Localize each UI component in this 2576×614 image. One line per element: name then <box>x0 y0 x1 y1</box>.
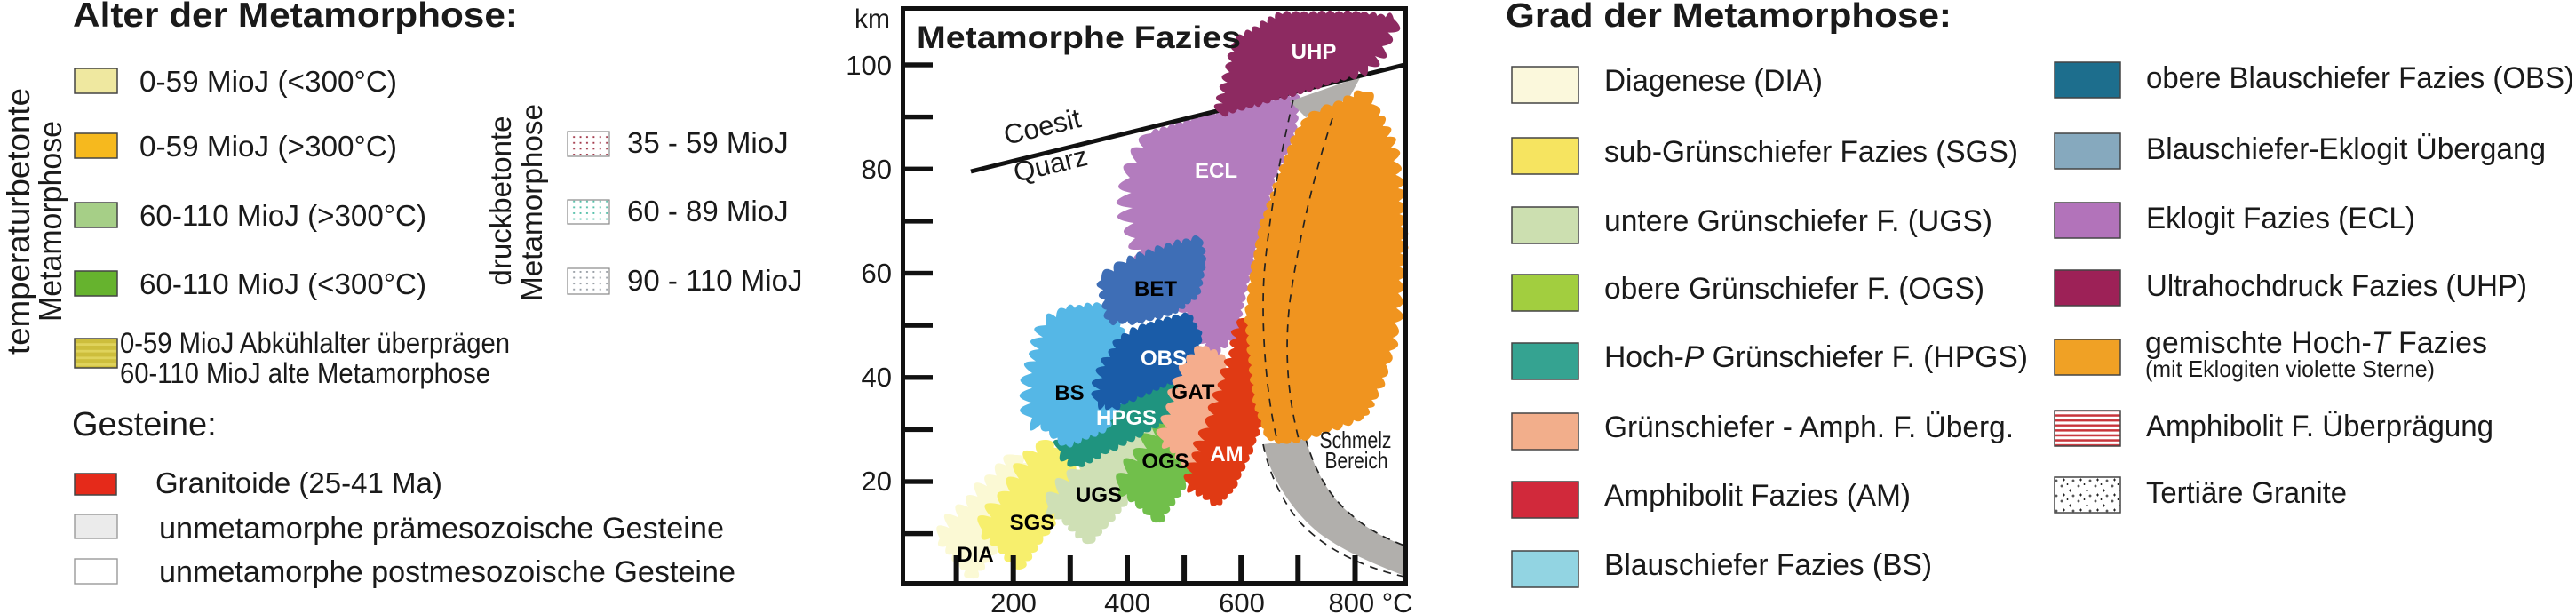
svg-text:sub-Grünschiefer Fazies (SGS): sub-Grünschiefer Fazies (SGS) <box>1604 135 2018 169</box>
svg-text:0-59 MioJ (>300°C): 0-59 MioJ (>300°C) <box>139 130 397 163</box>
svg-text:unmetamorphe prämesozoische Ge: unmetamorphe prämesozoische Gesteine <box>159 512 724 546</box>
svg-text:BET: BET <box>1134 277 1177 301</box>
svg-text:ECL: ECL <box>1195 159 1237 183</box>
svg-text:DIA: DIA <box>957 543 993 567</box>
svg-text:obere Grünschiefer F. (OGS): obere Grünschiefer F. (OGS) <box>1604 272 1984 306</box>
svg-text:0-59 MioJ Abkühlalter überpräg: 0-59 MioJ Abkühlalter überprägen <box>120 327 510 359</box>
svg-text:Blauschiefer-Eklogit Übergang: Blauschiefer-Eklogit Übergang <box>2146 132 2546 166</box>
svg-text:Granitoide (25-41 Ma): Granitoide (25-41 Ma) <box>155 466 442 499</box>
svg-text:Tertiäre Granite: Tertiäre Granite <box>2146 476 2347 510</box>
svg-text:Metamorphose: Metamorphose <box>32 121 68 322</box>
svg-text:Grünschiefer - Amph. F. Überg.: Grünschiefer - Amph. F. Überg. <box>1604 411 2014 444</box>
svg-text:800 °C: 800 °C <box>1328 587 1412 614</box>
svg-text:UHP: UHP <box>1292 40 1337 64</box>
svg-text:100: 100 <box>846 50 892 81</box>
svg-text:20: 20 <box>862 466 892 497</box>
svg-text:600: 600 <box>1219 587 1265 614</box>
svg-text:Hoch-P Grünschiefer F. (HPGS): Hoch-P Grünschiefer F. (HPGS) <box>1604 340 2028 374</box>
svg-text:60-110 MioJ (>300°C): 60-110 MioJ (>300°C) <box>139 199 426 232</box>
svg-text:Metamorphe Fazies: Metamorphe Fazies <box>917 20 1241 55</box>
svg-text:Bereich: Bereich <box>1325 447 1388 474</box>
svg-text:35 - 59 MioJ: 35 - 59 MioJ <box>627 126 789 159</box>
svg-text:BS: BS <box>1054 381 1084 405</box>
svg-text:60-110 MioJ (<300°C): 60-110 MioJ (<300°C) <box>139 267 426 300</box>
svg-text:UGS: UGS <box>1076 483 1122 507</box>
svg-text:Eklogit Fazies (ECL): Eklogit Fazies (ECL) <box>2146 202 2415 235</box>
svg-text:GAT: GAT <box>1172 380 1215 404</box>
svg-text:60-110 MioJ alte Metamorphose: 60-110 MioJ alte Metamorphose <box>120 357 490 389</box>
svg-text:60 - 89 MioJ: 60 - 89 MioJ <box>627 195 789 227</box>
svg-text:untere Grünschiefer F. (UGS): untere Grünschiefer F. (UGS) <box>1604 204 1992 238</box>
svg-text:unmetamorphe postmesozoische G: unmetamorphe postmesozoische Gesteine <box>159 555 735 589</box>
svg-text:Amphibolit Fazies (AM): Amphibolit Fazies (AM) <box>1604 479 1911 513</box>
svg-text:40: 40 <box>862 362 892 393</box>
svg-text:80: 80 <box>862 154 892 185</box>
svg-text:Ultrahochdruck Fazies (UHP): Ultrahochdruck Fazies (UHP) <box>2146 269 2527 303</box>
svg-text:Diagenese (DIA): Diagenese (DIA) <box>1604 64 1823 98</box>
svg-text:(mit Eklogiten violette Sterne: (mit Eklogiten violette Sterne) <box>2145 355 2435 382</box>
svg-text:200: 200 <box>990 587 1037 614</box>
svg-text:HPGS: HPGS <box>1096 406 1157 430</box>
svg-text:Alter der Metamorphose:: Alter der Metamorphose: <box>73 0 518 35</box>
svg-text:OGS: OGS <box>1141 450 1189 474</box>
svg-text:OBS: OBS <box>1141 347 1187 371</box>
svg-text:km: km <box>855 4 890 34</box>
svg-text:AM: AM <box>1210 443 1243 466</box>
svg-text:temperaturbetonte: temperaturbetonte <box>0 88 36 355</box>
svg-text:SGS: SGS <box>1010 511 1055 535</box>
svg-text:gemischte Hoch-T Fazies: gemischte Hoch-T Fazies <box>2145 326 2487 360</box>
svg-text:obere Blauschiefer Fazies (OBS: obere Blauschiefer Fazies (OBS) <box>2146 61 2574 95</box>
svg-text:0-59 MioJ (<300°C): 0-59 MioJ (<300°C) <box>139 65 397 98</box>
svg-text:druckbetonte: druckbetonte <box>484 116 517 286</box>
svg-text:Amphibolit F. Überprägung: Amphibolit F. Überprägung <box>2146 410 2493 443</box>
svg-text:Schmelz: Schmelz <box>1320 427 1392 453</box>
svg-text:400: 400 <box>1104 587 1150 614</box>
svg-text:Blauschiefer Fazies (BS): Blauschiefer Fazies (BS) <box>1604 548 1932 582</box>
svg-text:Gesteine:: Gesteine: <box>72 406 217 443</box>
svg-text:Grad der Metamorphose:: Grad der Metamorphose: <box>1506 0 1952 35</box>
svg-text:Metamorphose: Metamorphose <box>515 104 548 301</box>
svg-text:90 - 110 MioJ: 90 - 110 MioJ <box>627 264 802 297</box>
svg-text:60: 60 <box>862 258 892 289</box>
